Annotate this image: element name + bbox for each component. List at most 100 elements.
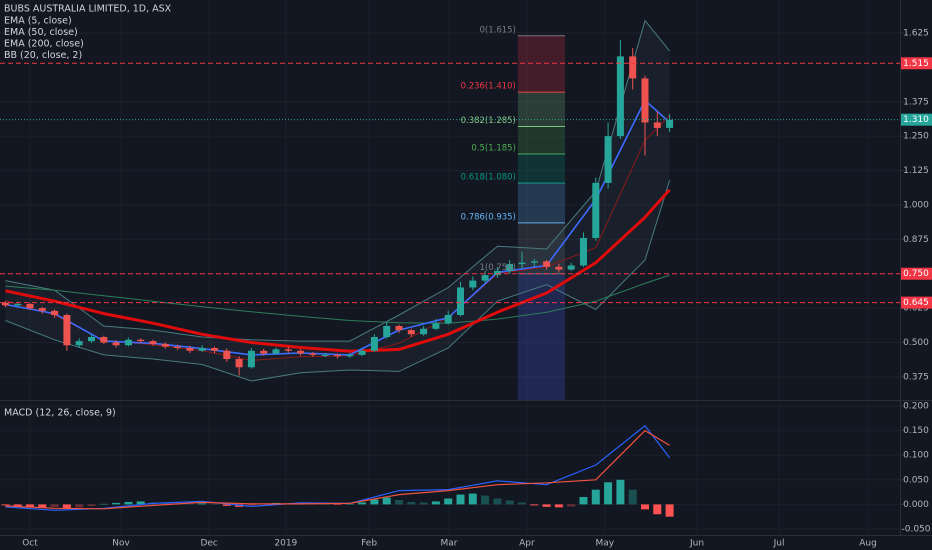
macd-histogram-bar bbox=[468, 493, 477, 505]
fib-label: 0.618(1.080) bbox=[461, 172, 516, 182]
price-badge-label: 1.310 bbox=[903, 115, 929, 125]
price-badge-label: 0.645 bbox=[903, 298, 929, 308]
macd-histogram-bar bbox=[161, 502, 170, 505]
x-tick-label: Aug bbox=[859, 539, 877, 549]
candle-body bbox=[223, 350, 231, 360]
bb-fill bbox=[5, 20, 670, 381]
macd-histogram-bar bbox=[136, 501, 145, 505]
candle-body bbox=[493, 270, 501, 276]
candle-body bbox=[666, 119, 674, 128]
y-tick-label: 0.375 bbox=[903, 372, 929, 382]
candle-body bbox=[641, 78, 649, 123]
candle-body bbox=[198, 348, 206, 351]
macd-histogram-bar bbox=[542, 504, 551, 507]
fib-band bbox=[517, 92, 566, 127]
x-tick-label: 2019 bbox=[274, 539, 297, 549]
candle-body bbox=[14, 303, 22, 306]
macd-histogram-bar bbox=[628, 489, 637, 505]
candle-body bbox=[579, 237, 587, 266]
candle-body bbox=[260, 350, 268, 354]
candle-body bbox=[469, 280, 477, 288]
macd-histogram-bar bbox=[185, 503, 194, 505]
macd-histogram-bar bbox=[407, 501, 416, 505]
candle-body bbox=[358, 350, 366, 355]
macd-histogram-bar bbox=[505, 500, 514, 505]
candle-body bbox=[543, 261, 551, 267]
macd-histogram-bar bbox=[554, 504, 563, 508]
fib-label: 0(1.615) bbox=[480, 25, 516, 35]
macd-histogram-bar bbox=[321, 504, 330, 505]
candle-body bbox=[1, 302, 9, 306]
y-tick-label: 1.375 bbox=[903, 97, 929, 107]
y-tick-label: 0.625 bbox=[903, 304, 929, 314]
candle-body bbox=[395, 325, 403, 331]
macd-histogram-bar bbox=[99, 503, 108, 505]
macd-histogram-bar bbox=[665, 504, 674, 517]
candle-body bbox=[63, 314, 71, 346]
x-tick-label: Apr bbox=[519, 539, 535, 549]
candle-body bbox=[112, 342, 120, 346]
candle-body bbox=[616, 56, 624, 137]
fib-label: 0.236(1.410) bbox=[461, 82, 516, 92]
candle-body bbox=[592, 182, 600, 238]
candle-body bbox=[604, 136, 612, 183]
candle-body bbox=[284, 349, 292, 351]
macd-histogram-bar bbox=[358, 502, 367, 505]
y2-tick-label: 0.150 bbox=[903, 426, 929, 436]
candle-body bbox=[567, 265, 575, 270]
macd-histogram-bar bbox=[75, 504, 84, 508]
candle-body bbox=[149, 341, 157, 344]
price-badge bbox=[901, 113, 932, 126]
candle-body bbox=[235, 359, 243, 368]
x-tick-label: Jul bbox=[773, 539, 785, 549]
y-tick-label: 0.875 bbox=[903, 235, 929, 245]
macd-histogram-bar bbox=[62, 504, 71, 509]
macd-histogram-bar bbox=[112, 502, 121, 505]
candle-body bbox=[555, 266, 563, 270]
price-badge bbox=[901, 267, 932, 280]
candle-body bbox=[506, 264, 514, 271]
x-tick-label: Oct bbox=[22, 539, 38, 549]
x-tick-label: May bbox=[596, 539, 615, 549]
fib-label: 0.5(1.185) bbox=[471, 144, 515, 154]
y-tick-label: 1.625 bbox=[903, 29, 929, 39]
legend-entry: BB (20, close, 2) bbox=[4, 50, 82, 61]
bb-upper bbox=[5, 19, 670, 342]
candle-body bbox=[456, 287, 464, 315]
candle-body bbox=[174, 346, 182, 349]
x-tick-label: Jun bbox=[689, 539, 704, 549]
macd-histogram-bar bbox=[50, 504, 59, 507]
bb-lower bbox=[5, 180, 671, 382]
candle-body bbox=[346, 354, 354, 357]
x-tick-label: Feb bbox=[361, 539, 377, 549]
y2-tick-label: 0.050 bbox=[903, 475, 929, 485]
y2-tick-label: -0.050 bbox=[901, 524, 930, 534]
macd-histogram-bar bbox=[493, 498, 502, 505]
candle-body bbox=[518, 262, 526, 265]
legend-entry: EMA (50, close) bbox=[4, 27, 78, 38]
candle-body bbox=[247, 350, 255, 368]
candle-body bbox=[51, 310, 59, 315]
candle-body bbox=[653, 122, 661, 128]
macd-histogram-bar bbox=[124, 501, 133, 505]
candle-body bbox=[124, 339, 132, 346]
macd-histogram-bar bbox=[653, 504, 662, 515]
y2-tick-label: 0.200 bbox=[903, 402, 929, 412]
price-badge-label: 1.515 bbox=[903, 59, 929, 69]
macd-histogram-bar bbox=[567, 504, 576, 507]
candle-body bbox=[137, 339, 145, 342]
candle-body bbox=[26, 303, 34, 309]
fib-band bbox=[517, 154, 566, 183]
y2-tick-label: 0.000 bbox=[903, 500, 929, 510]
macd-histogram-bar bbox=[481, 495, 490, 505]
fib-extension bbox=[517, 273, 566, 400]
price-badge-label: 0.750 bbox=[903, 269, 929, 279]
candle-body bbox=[420, 328, 428, 335]
chart-title: BUBS AUSTRALIA LIMITED, 1D, ASX bbox=[4, 4, 172, 15]
macd-histogram-bar bbox=[604, 482, 613, 505]
fib-band bbox=[517, 182, 566, 223]
ema-line bbox=[5, 274, 670, 324]
macd-histogram-bar bbox=[456, 494, 465, 505]
y2-tick-label: 0.100 bbox=[903, 451, 929, 461]
